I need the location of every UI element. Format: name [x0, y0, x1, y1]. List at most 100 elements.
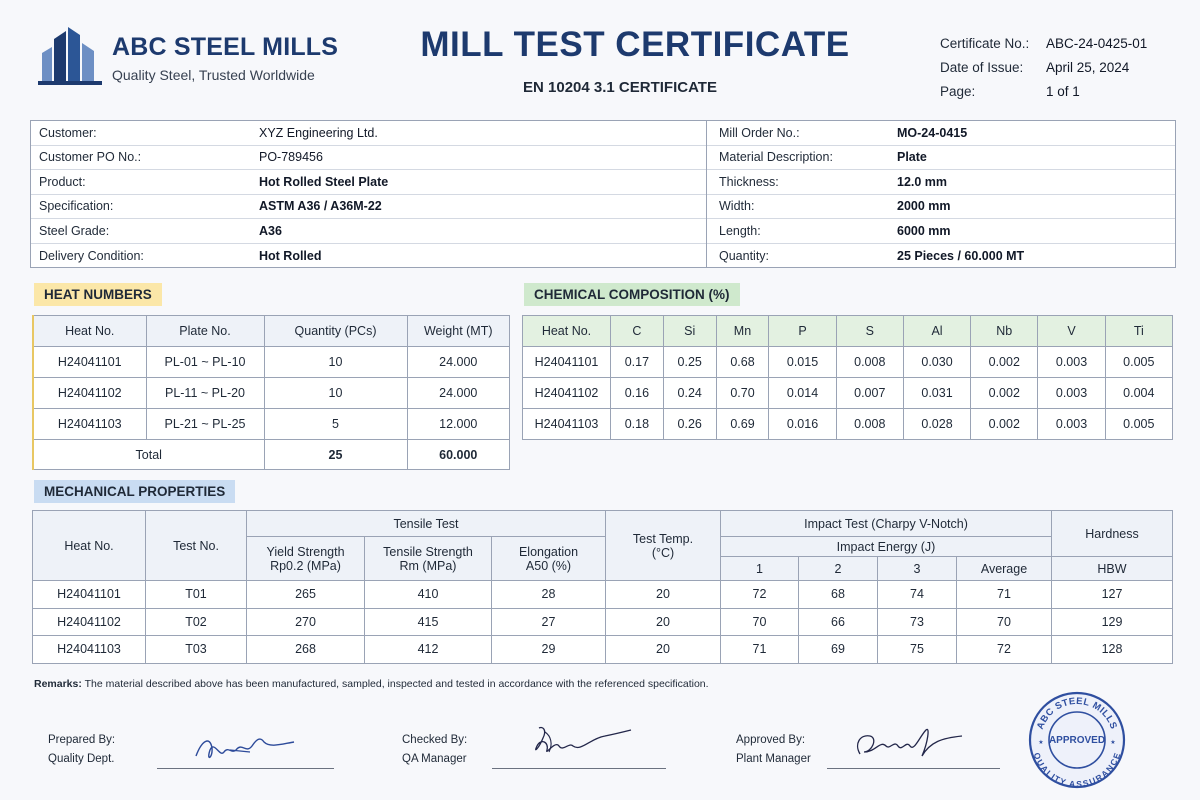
table-cell: 10 — [263, 346, 408, 378]
meta-label: Date of Issue: — [940, 59, 1024, 75]
table-cell: H24041102 — [32, 377, 147, 409]
column-header-group: Impact Test (Charpy V-Notch) — [720, 510, 1052, 537]
seal-star-icon: ★ — [1110, 739, 1115, 746]
table-cell: 20 — [605, 635, 721, 664]
table-cell: 73 — [877, 607, 957, 636]
column-header-title: Tensile Strength — [383, 544, 473, 559]
document-subtitle: EN 10204 3.1 CERTIFICATE — [523, 79, 717, 96]
info-row-material-description: Material Description: Plate — [707, 146, 1175, 170]
table-cell: H24041103 — [522, 408, 611, 440]
column-header-unit: Rm (MPa) — [399, 558, 457, 573]
table-cell: 0.005 — [1104, 346, 1174, 378]
info-value: MO-24-0415 — [897, 125, 968, 140]
table-cell: H24041102 — [522, 377, 611, 409]
order-info-right: Mill Order No.: MO-24-0415 Material Descr… — [707, 121, 1175, 267]
info-label: Material Description: — [719, 150, 833, 165]
signature-role: Quality Dept. — [48, 753, 115, 765]
signature-title: Checked By: — [402, 734, 468, 746]
column-header: 3 — [877, 556, 957, 581]
table-cell: 10 — [263, 377, 408, 409]
column-header: Average — [956, 556, 1052, 581]
table-cell: 0.003 — [1037, 377, 1106, 409]
table-total-row: Total 25 60.000 — [32, 439, 510, 470]
info-row-steel-grade: Steel Grade: A36 — [31, 219, 706, 244]
remarks-text: The material described above has been ma… — [84, 678, 709, 690]
meta-row-date: Date of Issue: April 25, 2024 — [940, 55, 1147, 79]
info-label: Product: — [39, 174, 86, 189]
column-header-group: Tensile Test — [246, 510, 606, 537]
column-header: Si — [662, 315, 717, 347]
remarks: Remarks: The material described above ha… — [34, 678, 709, 690]
table-cell: 0.030 — [902, 346, 972, 378]
table-cell: 0.003 — [1037, 408, 1106, 440]
table-cell: 0.028 — [902, 408, 972, 440]
table-header-row: Heat No. Plate No. Quantity (PCs) Weight… — [32, 315, 510, 347]
signature-title: Approved By: — [736, 734, 806, 746]
company-tagline: Quality Steel, Trusted Worldwide — [112, 67, 315, 83]
table-cell: 69 — [798, 635, 878, 664]
total-quantity: 25 — [263, 439, 408, 470]
signature-approved — [856, 728, 963, 757]
column-header-title: Elongation — [518, 544, 579, 559]
signature-block-approved: Approved By: Plant Manager — [736, 731, 811, 769]
table-cell: PL-11 ~ PL-20 — [145, 377, 265, 409]
heat-numbers-section-label: HEAT NUMBERS — [34, 283, 162, 306]
table-cell: H24041103 — [32, 408, 147, 440]
info-label: Width: — [719, 199, 755, 214]
table-row: H24041103 0.18 0.26 0.69 0.016 0.008 0.0… — [522, 408, 1174, 440]
column-header-title: Test Temp. — [632, 531, 694, 546]
table-cell: 127 — [1051, 580, 1173, 609]
table-cell: 410 — [364, 580, 492, 609]
info-label: Delivery Condition: — [39, 248, 144, 263]
table-cell: 0.007 — [835, 377, 904, 409]
info-row-length: Length: 6000 mm — [707, 219, 1175, 244]
total-label: Total — [32, 439, 265, 470]
column-header: Yield Strength Rp0.2 (MPa) — [246, 536, 365, 581]
table-cell: 71 — [720, 635, 799, 664]
table-cell: 0.002 — [970, 377, 1039, 409]
table-cell: 0.015 — [768, 346, 837, 378]
column-header: Test No. — [145, 510, 247, 581]
info-label: Thickness: — [719, 174, 779, 189]
certificate-meta: Certificate No.: ABC-24-0425-01 Date of … — [940, 31, 1147, 103]
table-cell: H24041101 — [522, 346, 611, 378]
info-row-product: Product: Hot Rolled Steel Plate — [31, 170, 706, 195]
table-cell: 72 — [720, 580, 799, 609]
heat-numbers-table: Heat No. Plate No. Quantity (PCs) Weight… — [32, 315, 510, 470]
issue-date: April 25, 2024 — [1046, 59, 1130, 75]
info-value: Hot Rolled Steel Plate — [259, 174, 389, 189]
document-title: MILL TEST CERTIFICATE — [420, 25, 850, 64]
column-header: Test Temp. (°C) — [605, 510, 721, 581]
table-cell: H24041101 — [32, 346, 147, 378]
table-cell: 0.18 — [610, 408, 664, 440]
info-row-customer-po: Customer PO No.: PO-789456 — [31, 146, 706, 170]
info-value: 25 Pieces / 60.000 MT — [897, 248, 1025, 263]
info-row-mill-order: Mill Order No.: MO-24-0415 — [707, 121, 1175, 146]
info-row-delivery-condition: Delivery Condition: Hot Rolled — [31, 244, 706, 269]
seal-star-icon: ★ — [1038, 739, 1043, 746]
table-cell: 74 — [877, 580, 957, 609]
info-value: ASTM A36 / A36M-22 — [259, 199, 382, 214]
table-cell: 12.000 — [406, 408, 510, 440]
table-cell: 0.68 — [715, 346, 770, 378]
column-header: Ti — [1104, 315, 1174, 347]
table-cell: 27 — [491, 607, 606, 636]
column-header-title: Yield Strength — [266, 544, 345, 559]
info-row-specification: Specification: ASTM A36 / A36M-22 — [31, 195, 706, 219]
table-cell: 0.014 — [768, 377, 837, 409]
signature-line — [157, 768, 334, 769]
table-cell: 0.002 — [970, 346, 1039, 378]
table-cell: 71 — [956, 580, 1052, 609]
table-row: H24041101 PL-01 ~ PL-10 10 24.000 — [32, 346, 510, 378]
column-header-unit: A50 (%) — [525, 558, 572, 573]
table-cell: PL-21 ~ PL-25 — [145, 408, 265, 440]
table-cell: 0.002 — [970, 408, 1039, 440]
total-weight: 60.000 — [406, 439, 510, 470]
table-cell: 72 — [956, 635, 1052, 664]
table-cell: 24.000 — [406, 377, 510, 409]
info-label: Length: — [719, 223, 761, 238]
info-label: Specification: — [39, 199, 114, 214]
column-header: Quantity (PCs) — [263, 315, 408, 347]
order-info-left: Customer: XYZ Engineering Ltd. Customer P… — [31, 121, 707, 267]
